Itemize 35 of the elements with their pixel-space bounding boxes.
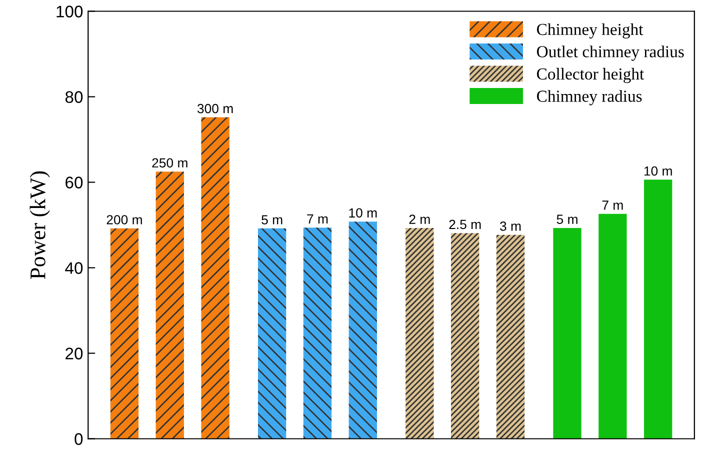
legend-label: Collector height (536, 68, 644, 84)
bar (303, 228, 332, 439)
bar (348, 222, 377, 439)
legend-label: Outlet chimney radius (536, 46, 684, 61)
bar (406, 228, 434, 439)
x-tick-label: 2 m (409, 214, 430, 224)
x-tick-label: 3 m (500, 221, 521, 231)
x-tick-label: 5 m (262, 215, 282, 224)
bar (156, 172, 184, 439)
y-tick-label: 0 (74, 433, 83, 445)
bar (644, 180, 672, 439)
x-tick-label: 7 m (307, 214, 328, 224)
bar (450, 233, 480, 439)
y-tick-label: 20 (66, 348, 83, 360)
y-tick-label: 100 (56, 6, 83, 18)
legend-label: Chimney radius (536, 90, 642, 106)
x-tick-label: 250 m (152, 158, 188, 168)
y-axis-title: Power (kW) (30, 171, 50, 279)
y-tick-label: 60 (66, 176, 83, 188)
x-tick-label: 2.5 m (449, 220, 481, 230)
x-tick-label: 10 m (644, 166, 672, 176)
y-tick-label: 40 (65, 262, 83, 274)
bar (110, 228, 139, 439)
bar (496, 234, 525, 439)
bar (258, 228, 286, 439)
bar (201, 117, 230, 439)
x-tick-label: 5 m (556, 214, 578, 224)
x-tick-label: 7 m (602, 200, 623, 210)
bar (598, 214, 627, 439)
y-tick-label: 80 (65, 91, 83, 103)
legend-label: Chimney height (536, 23, 644, 39)
bar (553, 228, 582, 439)
x-tick-label: 300 m (197, 104, 233, 114)
x-tick-label: 200 m (106, 215, 142, 224)
x-tick-label: 10 m (349, 208, 377, 218)
